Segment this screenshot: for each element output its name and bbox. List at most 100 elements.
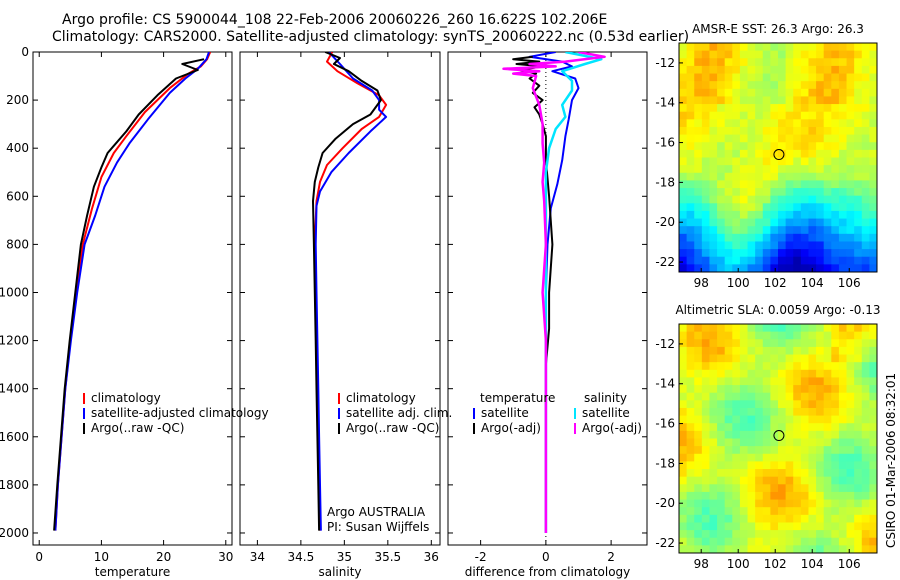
amsre-sst-cell	[739, 210, 748, 219]
amsre-sst-cell	[762, 104, 771, 113]
altimetric-sla-cell	[846, 522, 855, 531]
altimetric-sla-cell	[724, 537, 733, 546]
altimetric-sla-cell	[739, 362, 748, 371]
amsre-sst-cell	[846, 241, 855, 250]
amsre-sst-cell	[747, 165, 756, 174]
amsre-sst-cell	[717, 226, 726, 235]
altimetric-sla-cell	[709, 415, 718, 424]
amsre-sst-cell	[739, 233, 748, 242]
altimetric-sla-cell	[778, 331, 787, 340]
altimetric-sla-cell	[679, 369, 688, 378]
altimetric-sla-cell	[686, 499, 695, 508]
altimetric-sla-cell	[747, 430, 756, 439]
amsre-sst-cell	[739, 104, 748, 113]
altimetric-sla-cell	[861, 476, 870, 485]
altimetric-sla-cell	[785, 354, 794, 363]
amsre-sst-cell	[854, 65, 863, 74]
amsre-sst-cell	[785, 73, 794, 82]
altimetric-sla-cell	[762, 469, 771, 478]
amsre-sst-cell	[838, 172, 847, 181]
salinity-xtick-label: 34	[250, 550, 265, 564]
amsre-sst-cell	[808, 157, 817, 166]
amsre-sst-cell	[869, 111, 878, 120]
legend-temp-satellite: satellite	[481, 406, 529, 420]
altimetric-sla-cell	[869, 430, 878, 439]
amsre-sst-cell	[686, 50, 695, 59]
amsre-sst-cell	[686, 73, 695, 82]
amsre-sst-cell	[747, 43, 756, 52]
altimetric-sla-cell	[846, 331, 855, 340]
altimetric-sla-cell	[869, 453, 878, 462]
amsre-sst-cell	[808, 104, 817, 113]
altimetric-sla-cell	[739, 514, 748, 523]
amsre-sst-cell	[770, 203, 779, 212]
amsre-sst-cell	[838, 43, 847, 52]
altimetric-sla-cell	[816, 476, 825, 485]
altimetric-sla-cell	[869, 491, 878, 500]
altimetric-sla-cell	[732, 400, 741, 409]
altimetric-sla-cell	[785, 346, 794, 355]
altimetric-sla-cell	[854, 354, 863, 363]
altimetric-sla-cell	[785, 446, 794, 455]
amsre-sst-cell	[861, 142, 870, 151]
amsre-sst-cell	[800, 256, 809, 265]
altimetric-sla-cell	[679, 354, 688, 363]
amsre-sst-cell	[686, 195, 695, 204]
altimetric-sla-cell	[709, 324, 718, 333]
altimetric-sla-cell	[755, 354, 764, 363]
amsre-sst-cell	[869, 264, 878, 273]
amsre-sst-cell	[770, 43, 779, 52]
amsre-sst-xtick-label: 104	[801, 276, 824, 290]
altimetric-sla-cell	[869, 499, 878, 508]
altimetric-sla-cell	[755, 438, 764, 447]
amsre-sst-cell	[823, 264, 832, 273]
altimetric-sla-cell	[823, 362, 832, 371]
amsre-sst-cell	[694, 88, 703, 97]
amsre-sst-cell	[739, 188, 748, 197]
altimetric-sla-cell	[854, 324, 863, 333]
altimetric-sla-cell	[724, 324, 733, 333]
amsre-sst-cell	[778, 96, 787, 105]
amsre-sst-cell	[679, 96, 688, 105]
altimetric-sla-cell	[755, 507, 764, 516]
amsre-sst-ytick-label: -16	[655, 136, 675, 150]
altimetric-sla-cell	[679, 469, 688, 478]
amsre-sst-cell	[686, 81, 695, 90]
altimetric-sla-cell	[800, 446, 809, 455]
amsre-sst-cell	[869, 157, 878, 166]
altimetric-sla-cell	[785, 438, 794, 447]
amsre-sst-cell	[831, 241, 840, 250]
amsre-sst-cell	[755, 195, 764, 204]
altimetric-sla-cell	[793, 545, 802, 554]
amsre-sst-cell	[823, 65, 832, 74]
altimetric-sla-cell	[739, 491, 748, 500]
amsre-sst-cell	[785, 111, 794, 120]
amsre-sst-cell	[823, 226, 832, 235]
altimetric-sla-cell	[679, 430, 688, 439]
amsre-sst-cell	[724, 104, 733, 113]
amsre-sst-cell	[869, 165, 878, 174]
altimetric-sla-cell	[846, 530, 855, 539]
amsre-sst-cell	[846, 149, 855, 158]
altimetric-sla-cell	[755, 400, 764, 409]
amsre-sst-cell	[762, 43, 771, 52]
altimetric-sla-cell	[861, 491, 870, 500]
amsre-sst-cell	[717, 149, 726, 158]
amsre-sst-cell	[861, 96, 870, 105]
altimetric-sla-cell	[724, 484, 733, 493]
amsre-sst-cell	[831, 88, 840, 97]
altimetric-sla-cell	[686, 545, 695, 554]
amsre-sst-cell	[793, 180, 802, 189]
altimetric-sla-title: Altimetric SLA: 0.0059 Argo: -0.13	[675, 303, 880, 317]
altimetric-sla-cell	[686, 354, 695, 363]
amsre-sst-cell	[785, 142, 794, 151]
amsre-sst-cell	[701, 172, 710, 181]
temperature-xtick-label: 30	[218, 550, 233, 564]
altimetric-sla-cell	[762, 522, 771, 531]
amsre-sst-cell	[686, 218, 695, 227]
amsre-sst-cell	[854, 58, 863, 67]
altimetric-sla-cell	[739, 331, 748, 340]
altimetric-sla-cell	[831, 331, 840, 340]
